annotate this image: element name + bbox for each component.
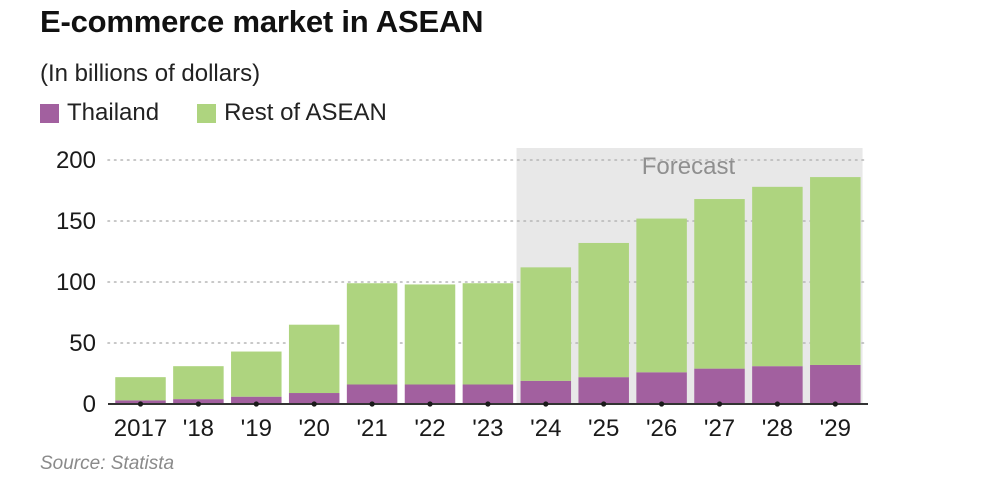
y-tick-label-150: 150 <box>56 208 96 235</box>
bar-thailand-4 <box>346 384 398 404</box>
x-tick-mark-9 <box>659 401 665 407</box>
bar-rest-of-asean-3 <box>288 324 340 394</box>
x-tick-label-6: '23 <box>472 415 503 442</box>
x-tick-mark-0 <box>137 401 144 407</box>
x-tick-mark-11 <box>774 401 781 407</box>
bar-thailand-11 <box>752 366 803 404</box>
bar-thailand-12 <box>810 364 861 404</box>
bar-thailand-6 <box>462 384 514 404</box>
x-tick-mark-10 <box>716 401 723 407</box>
bar-rest-of-asean-12 <box>810 177 861 365</box>
legend-swatch-rest-of-asean <box>197 103 217 123</box>
x-tick-mark-3 <box>311 401 317 407</box>
bar-rest-of-asean-6 <box>462 283 514 385</box>
bar-rest-of-asean-10 <box>694 199 745 369</box>
x-tick-label-5: '22 <box>414 415 445 442</box>
bar-rest-of-asean-4 <box>346 283 398 385</box>
forecast-label: Forecast <box>642 153 736 180</box>
y-tick-label-0: 0 <box>83 391 96 418</box>
chart-subtitle: (In billions of dollars) <box>40 60 261 87</box>
source-note: Source: Statista <box>40 453 175 474</box>
bar-thailand-7 <box>520 380 572 404</box>
forecast-band <box>516 148 863 404</box>
bar-rest-of-asean-5 <box>404 284 456 385</box>
x-tick-label-2: '19 <box>241 415 272 442</box>
x-tick-mark-1 <box>195 401 201 407</box>
x-tick-mark-12 <box>832 401 838 407</box>
bar-thailand-10 <box>694 368 745 404</box>
bar-rest-of-asean-2 <box>231 351 282 397</box>
x-tick-mark-7 <box>543 401 549 407</box>
chart-title: E-commerce market in ASEAN <box>40 4 484 39</box>
x-tick-label-1: '18 <box>183 415 214 442</box>
bar-thailand-3 <box>288 393 340 404</box>
x-tick-label-11: '28 <box>762 415 793 442</box>
x-tick-label-12: '29 <box>820 415 851 442</box>
y-tick-label-50: 50 <box>69 330 96 357</box>
bar-thailand-8 <box>578 377 629 404</box>
x-tick-label-8: '25 <box>588 415 619 442</box>
bar-thailand-2 <box>231 396 282 404</box>
y-tick-label-100: 100 <box>56 269 96 296</box>
bar-rest-of-asean-8 <box>578 242 629 378</box>
bar-rest-of-asean-7 <box>520 267 572 381</box>
bar-rest-of-asean-9 <box>636 218 687 373</box>
x-tick-label-10: '27 <box>704 415 735 442</box>
bar-rest-of-asean-0 <box>115 377 166 401</box>
x-tick-label-0: 2017 <box>114 415 167 442</box>
x-tick-mark-4 <box>369 401 375 407</box>
legend-item-thailand: Thailand <box>40 99 159 127</box>
bar-thailand-9 <box>636 372 687 404</box>
x-tick-mark-2 <box>253 401 259 407</box>
x-tick-label-3: '20 <box>299 415 330 442</box>
x-tick-label-4: '21 <box>356 415 387 442</box>
legend-swatch-thailand <box>40 103 59 123</box>
x-tick-mark-8 <box>601 401 607 407</box>
bar-rest-of-asean-11 <box>752 186 803 367</box>
x-tick-label-7: '24 <box>530 415 561 442</box>
x-tick-mark-5 <box>427 401 433 407</box>
chart-legend: Thailand Rest of ASEAN <box>40 99 425 127</box>
x-tick-mark-6 <box>485 401 491 407</box>
bar-thailand-5 <box>404 384 456 404</box>
legend-item-rest-of-asean: Rest of ASEAN <box>197 99 387 127</box>
bar-rest-of-asean-1 <box>173 366 224 400</box>
legend-label-rest-of-asean: Rest of ASEAN <box>224 99 387 126</box>
y-tick-label-200: 200 <box>56 147 96 174</box>
legend-label-thailand: Thailand <box>67 99 160 126</box>
x-tick-label-9: '26 <box>646 415 677 442</box>
